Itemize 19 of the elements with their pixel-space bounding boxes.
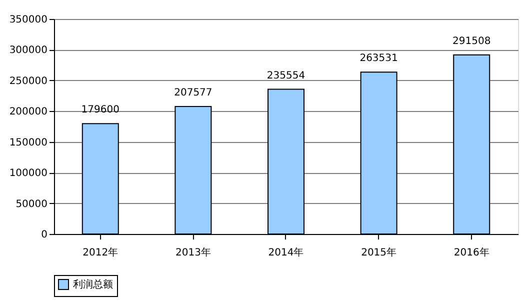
- x-tick-label: 2016年: [454, 246, 490, 258]
- y-tick-label: 150000: [9, 137, 48, 148]
- y-tick-label: 50000: [16, 198, 48, 210]
- data-label: 207577: [174, 87, 212, 98]
- x-tick-label: 2013年: [175, 246, 211, 258]
- legend-label: 利润总额: [73, 278, 113, 290]
- x-tick-label: 2015年: [361, 246, 397, 258]
- data-label: 291508: [452, 36, 491, 47]
- y-tick-label: 100000: [9, 168, 48, 180]
- x-tick-label: 2014年: [268, 246, 304, 258]
- data-label: 235554: [266, 70, 306, 82]
- y-tick-label: 0: [41, 230, 48, 240]
- y-tick-label: 300000: [9, 45, 48, 56]
- y-tick-label: 350000: [9, 14, 48, 26]
- data-label: 179600: [81, 104, 120, 116]
- y-tick-label: 250000: [9, 76, 48, 87]
- y-tick-label: 200000: [9, 106, 48, 118]
- x-tick-label: 2012年: [82, 246, 118, 258]
- data-label: 263531: [360, 53, 398, 64]
